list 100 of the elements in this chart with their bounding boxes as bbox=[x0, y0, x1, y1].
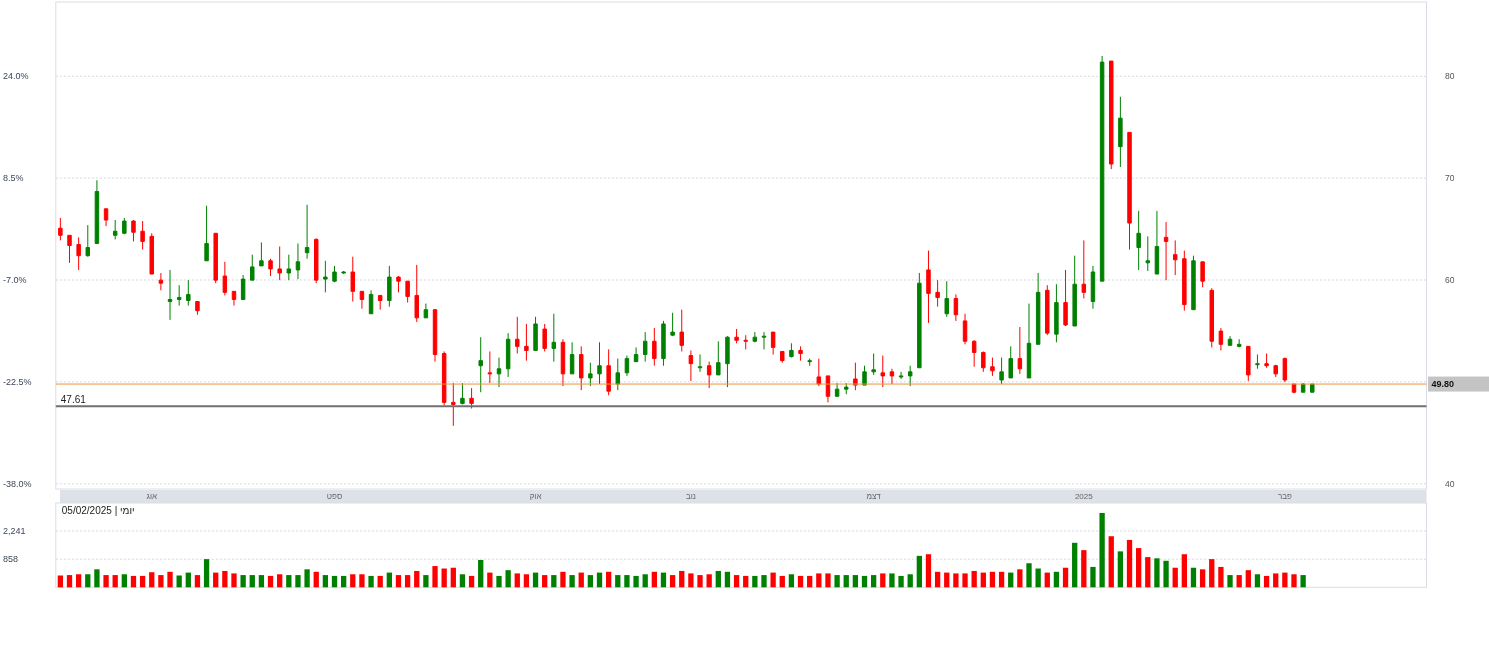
candlestick bbox=[469, 387, 474, 410]
candlestick bbox=[149, 232, 154, 275]
candlestick bbox=[1026, 303, 1032, 379]
ref-line-label: 49.80 bbox=[1431, 379, 1455, 390]
candlestick bbox=[542, 323, 547, 352]
candlestick bbox=[743, 334, 748, 350]
candlestick bbox=[167, 269, 173, 321]
candlestick bbox=[277, 246, 282, 281]
candlestick bbox=[551, 313, 557, 363]
candlestick bbox=[907, 365, 913, 387]
ref-line-label: 47.61 bbox=[60, 394, 87, 406]
candlestick bbox=[286, 254, 292, 281]
candlestick bbox=[176, 284, 182, 307]
candlestick bbox=[76, 236, 81, 271]
candlestick bbox=[1209, 287, 1214, 348]
candlestick bbox=[560, 338, 566, 387]
x-tick-label: פבר bbox=[1277, 492, 1292, 501]
candlestick bbox=[1035, 272, 1041, 345]
candlestick bbox=[204, 205, 209, 262]
candlestick bbox=[1236, 338, 1242, 348]
candlestick bbox=[1072, 255, 1077, 327]
y-tick-label: 858 bbox=[3, 554, 19, 565]
candlestick bbox=[816, 358, 822, 387]
candlestick bbox=[295, 242, 301, 280]
candlestick bbox=[889, 368, 895, 385]
candlestick bbox=[1063, 269, 1068, 327]
candlestick bbox=[807, 358, 812, 367]
candlestick bbox=[734, 328, 739, 344]
candlestick bbox=[971, 339, 977, 368]
candlestick bbox=[999, 357, 1004, 385]
candlestick bbox=[688, 349, 694, 382]
candlestick bbox=[944, 280, 949, 318]
candlestick bbox=[314, 237, 319, 284]
candlestick bbox=[1136, 210, 1141, 271]
candlestick bbox=[1118, 96, 1123, 168]
candlestick bbox=[112, 219, 118, 240]
candlestick bbox=[377, 294, 383, 311]
y2-tick-label: 60 bbox=[1445, 275, 1455, 286]
candlestick bbox=[231, 290, 237, 307]
candlestick bbox=[460, 382, 465, 405]
candlestick bbox=[396, 275, 401, 293]
candlestick bbox=[1282, 357, 1288, 383]
candlestick bbox=[332, 265, 337, 283]
candlestick bbox=[405, 280, 410, 304]
candlestick bbox=[679, 309, 684, 352]
candlestick bbox=[1246, 345, 1251, 382]
candlestick bbox=[825, 375, 831, 403]
candlestick bbox=[1127, 131, 1132, 251]
candlestick bbox=[58, 217, 63, 241]
candlestick bbox=[222, 261, 228, 296]
annotation: יומי | 05/02/2025 bbox=[61, 505, 135, 517]
candlestick bbox=[752, 331, 758, 343]
y-tick-label: -38.0% bbox=[3, 478, 32, 489]
candlestick bbox=[240, 274, 246, 300]
candlestick bbox=[158, 272, 164, 291]
candlestick bbox=[505, 332, 511, 378]
x-tick-label: 2025 bbox=[1074, 492, 1094, 501]
x-tick-label: אוק bbox=[529, 492, 542, 501]
candlestick bbox=[387, 265, 392, 308]
candlestick bbox=[1109, 60, 1114, 170]
candlestick bbox=[1163, 221, 1169, 281]
candlestick bbox=[661, 320, 666, 367]
candlestick bbox=[926, 250, 931, 324]
candlestick bbox=[85, 224, 91, 258]
candlestick bbox=[515, 316, 520, 354]
candlestick bbox=[770, 331, 776, 356]
candlestick bbox=[259, 241, 264, 267]
candlestick bbox=[880, 355, 886, 388]
candlestick bbox=[414, 264, 419, 323]
candlestick bbox=[670, 312, 675, 337]
y2-tick-label: 40 bbox=[1445, 478, 1455, 489]
candlestick bbox=[579, 345, 584, 391]
candlestick bbox=[716, 340, 721, 376]
candlestick bbox=[1045, 284, 1050, 336]
candlestick bbox=[642, 331, 648, 363]
candlestick bbox=[432, 309, 438, 363]
candlestick bbox=[624, 355, 630, 377]
candlestick bbox=[697, 354, 703, 373]
candlestick bbox=[935, 279, 940, 308]
candlestick bbox=[834, 382, 840, 397]
candlestick bbox=[1099, 55, 1105, 282]
candlestick bbox=[451, 382, 456, 427]
y-tick-label: -7.0% bbox=[3, 275, 27, 285]
candlestick bbox=[268, 258, 273, 277]
candlestick bbox=[323, 260, 328, 293]
y-tick-label: 8.5% bbox=[3, 173, 24, 184]
candlestick bbox=[487, 350, 493, 384]
candlestick bbox=[533, 316, 538, 351]
candlestick bbox=[350, 256, 356, 303]
candlestick bbox=[1182, 250, 1187, 312]
candlestick bbox=[597, 341, 602, 385]
y-tick-label: -22.5% bbox=[3, 376, 32, 387]
candlestick bbox=[606, 348, 611, 396]
y2-tick-label: 70 bbox=[1445, 173, 1455, 184]
candlestick bbox=[789, 342, 794, 359]
candlestick bbox=[1145, 235, 1151, 272]
candlestick bbox=[250, 254, 255, 281]
candlestick bbox=[195, 301, 200, 316]
candlestick bbox=[761, 331, 767, 350]
candlestick bbox=[368, 289, 374, 315]
